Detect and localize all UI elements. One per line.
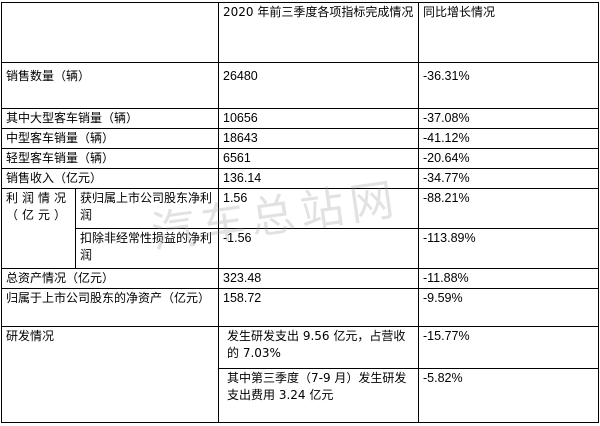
value-cell: 1.56 <box>218 188 419 229</box>
change-cell: -9.59% <box>418 288 599 327</box>
value-cell: 发生研发支出 9.56 亿元，占营收的 7.03% <box>218 326 419 369</box>
group-label: 利润情况（亿元） <box>1 188 76 269</box>
row-label: 扣除非经常性损益的净利润 <box>75 228 219 269</box>
change-cell: -11.88% <box>418 268 599 289</box>
row-label: 其中大型客车销量（辆） <box>1 108 219 129</box>
row-label: 轻型客车销量（辆） <box>1 148 219 169</box>
value-cell: 其中第三季度（7-9 月）发生研发支出费用 3.24 亿元 <box>218 368 419 423</box>
value-cell: 26480 <box>218 62 419 109</box>
value-cell: -1.56 <box>218 228 419 269</box>
change-cell: -37.08% <box>418 108 599 129</box>
row-label: 总资产情况（亿元） <box>1 268 219 289</box>
value-cell: 136.14 <box>218 168 419 189</box>
change-cell: -36.31% <box>418 62 599 109</box>
change-cell: -5.82% <box>418 368 599 423</box>
change-cell: -41.12% <box>418 128 599 149</box>
value-cell: 323.48 <box>218 268 419 289</box>
change-cell: -20.64% <box>418 148 599 169</box>
change-cell: -34.77% <box>418 168 599 189</box>
row-label: 销售收入（亿元） <box>1 168 219 189</box>
value-cell: 10656 <box>218 108 419 129</box>
row-label: 中型客车销量（辆） <box>1 128 219 149</box>
change-cell: -88.21% <box>418 188 599 229</box>
change-cell: -15.77% <box>418 326 599 369</box>
header-cell: 同比增长情况 <box>418 2 599 63</box>
value-cell: 18643 <box>218 128 419 149</box>
value-cell: 158.72 <box>218 288 419 327</box>
change-cell: -113.89% <box>418 228 599 269</box>
row-label: 研发情况 <box>1 326 219 423</box>
header-cell: 2020 年前三季度各项指标完成情况 <box>218 2 419 63</box>
row-label: 销售数量（辆） <box>1 62 219 109</box>
value-cell: 6561 <box>218 148 419 169</box>
row-label: 归属于上市公司股东的净资产（亿元） <box>1 288 219 327</box>
row-label: 获归属上市公司股东净利润 <box>75 188 219 229</box>
corner-cell <box>1 2 219 63</box>
